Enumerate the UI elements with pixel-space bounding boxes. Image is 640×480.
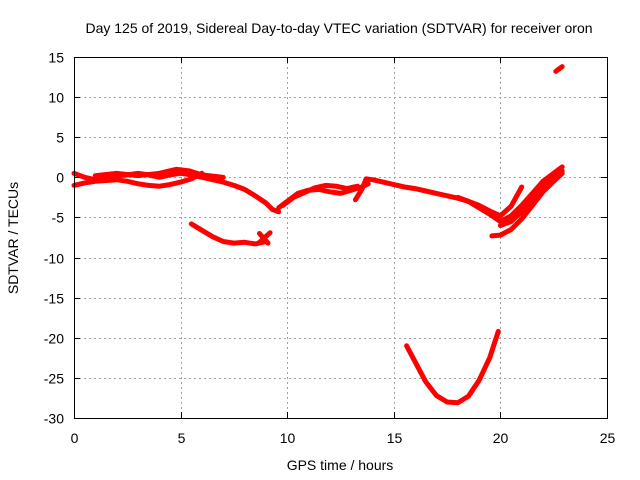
- y-tick-label: 0: [56, 170, 64, 186]
- y-tick-label: 10: [48, 90, 64, 106]
- series-track-j: [455, 164, 565, 224]
- axis-ticks: [74, 57, 608, 419]
- x-axis-label: GPS time / hours: [287, 457, 394, 473]
- series-track-a: [71, 170, 282, 215]
- y-tick-label: -20: [44, 331, 64, 347]
- series-track-k: [489, 170, 565, 239]
- y-tick-label: -15: [44, 291, 64, 307]
- y-tick-label: -30: [44, 411, 64, 427]
- series-track-l: [497, 168, 565, 228]
- data-series-layer: [71, 64, 565, 406]
- tick-labels: 0 5 10 15 20 25 -30 -25 -20 -15 -10 -5 0 5 10 15: [44, 50, 616, 447]
- grid: [74, 57, 607, 418]
- y-axis-label: SDTVAR / TECUs: [5, 182, 21, 294]
- series-track-b: [71, 170, 205, 189]
- series-track-m: [404, 328, 501, 406]
- series-track-h: [280, 182, 361, 208]
- x-tick-label: 15: [387, 430, 403, 446]
- y-tick-label: -5: [52, 210, 65, 226]
- y-tick-label: -10: [44, 251, 64, 267]
- series-track-f: [257, 230, 273, 245]
- y-tick-label: 15: [48, 50, 64, 66]
- y-tick-label: 5: [56, 130, 64, 146]
- chart-title: Day 125 of 2019, Sidereal Day-to-day VTE…: [85, 20, 592, 36]
- series-track-c: [92, 166, 226, 180]
- x-tick-label: 25: [600, 430, 616, 446]
- x-tick-label: 20: [493, 430, 509, 446]
- series-track-d: [188, 221, 269, 247]
- y-tick-label: -25: [44, 371, 64, 387]
- series-track-i: [352, 176, 525, 219]
- series-track-n: [553, 64, 565, 74]
- x-tick-label: 10: [280, 430, 296, 446]
- x-tick-label: 5: [178, 430, 186, 446]
- plot-frame: [74, 57, 608, 419]
- x-tick-label: 0: [71, 430, 79, 446]
